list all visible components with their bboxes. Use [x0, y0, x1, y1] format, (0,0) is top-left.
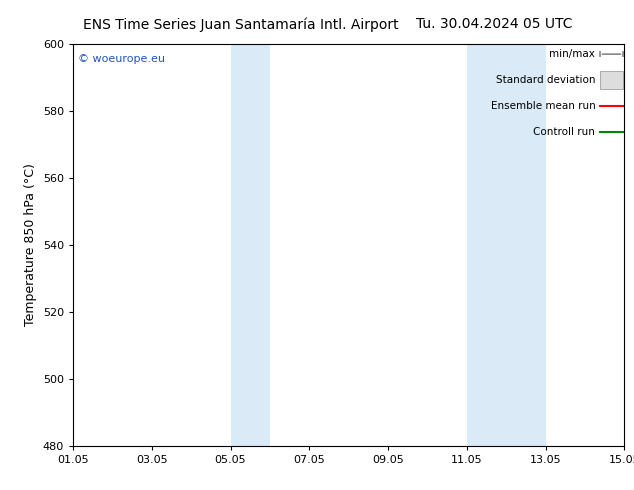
Bar	[231, 44, 270, 446]
Text: Standard deviation: Standard deviation	[496, 75, 595, 85]
Y-axis label: Temperature 850 hPa (°C): Temperature 850 hPa (°C)	[24, 164, 37, 326]
Text: Tu. 30.04.2024 05 UTC: Tu. 30.04.2024 05 UTC	[417, 17, 573, 31]
Text: © woeurope.eu: © woeurope.eu	[79, 54, 165, 64]
Text: ENS Time Series Juan Santamaría Intl. Airport: ENS Time Series Juan Santamaría Intl. Ai…	[83, 17, 399, 32]
Text: min/max: min/max	[550, 49, 595, 59]
Text: Ensemble mean run: Ensemble mean run	[491, 101, 595, 111]
FancyBboxPatch shape	[600, 71, 623, 89]
Bar	[467, 44, 546, 446]
Text: Controll run: Controll run	[533, 127, 595, 138]
